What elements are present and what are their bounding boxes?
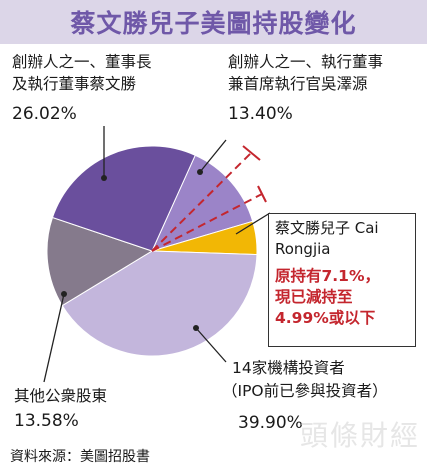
chart-title: 蔡文勝兒子美圖持股變化 <box>70 9 357 38</box>
dashed-line-original-stake-upper <box>151 151 253 252</box>
label-public: 其他公衆股東 <box>14 387 108 405</box>
pct-institutions: 39.90% <box>238 413 303 433</box>
callout-name-line2: Rongjia <box>275 240 331 258</box>
leader-dot-institutions <box>193 325 199 331</box>
source-note: 資料來源：美圖招股書 <box>10 449 150 465</box>
label-wu-zeyuan-line2: 兼首席執行官吳澤源 <box>228 75 368 93</box>
label-cai-wensheng-line1: 創辦人之一、董事長 <box>12 53 152 71</box>
pct-cai-wensheng: 26.02% <box>12 104 77 124</box>
label-wu-zeyuan-line1: 創辦人之一、執行董事 <box>228 53 384 71</box>
title-bar: 蔡文勝兒子美圖持股變化 <box>0 0 427 44</box>
callout-name-line1: 蔡文勝兒子 Cai <box>275 219 379 237</box>
dashed-line-original-stake-lower <box>151 193 263 252</box>
label-institutions-line1: 14家機構投資者 <box>232 359 345 377</box>
leader-dot-wu-zeyuan <box>197 169 203 175</box>
label-institutions-line2: （IPO前已參與投資者） <box>222 382 388 400</box>
leader-dot-public <box>61 291 67 297</box>
leader-callout <box>235 212 271 235</box>
pct-public: 13.58% <box>14 411 79 431</box>
leader-public <box>43 293 65 383</box>
slice-cai-wensheng <box>51 145 196 252</box>
leader-wu-zeyuan <box>199 139 227 173</box>
callout-note-line1: 原持有7.1%， <box>275 267 380 285</box>
dashed-line-cap-lower <box>257 185 267 203</box>
pie-slices <box>46 145 258 357</box>
label-cai-wensheng-line2: 及執行董事蔡文勝 <box>12 75 137 93</box>
slice-institutions <box>61 250 258 357</box>
leader-dot-cai-wensheng <box>101 175 107 181</box>
pct-wu-zeyuan: 13.40% <box>228 104 293 124</box>
callout-note-line2: 現已減持至 <box>275 288 353 306</box>
slice-wu-zeyuan <box>151 154 254 252</box>
callout-note-line3: 4.99%或以下 <box>275 309 376 327</box>
watermark: 頭條財經 <box>300 419 421 452</box>
callout-box: 蔡文勝兒子 Cai Rongjia 原持有7.1%， 現已減持至 4.99%或以… <box>268 213 416 347</box>
leader-lines <box>43 126 271 383</box>
leader-institutions <box>195 327 227 363</box>
dashed-line-cap-upper <box>242 145 261 161</box>
slice-public <box>46 216 154 307</box>
